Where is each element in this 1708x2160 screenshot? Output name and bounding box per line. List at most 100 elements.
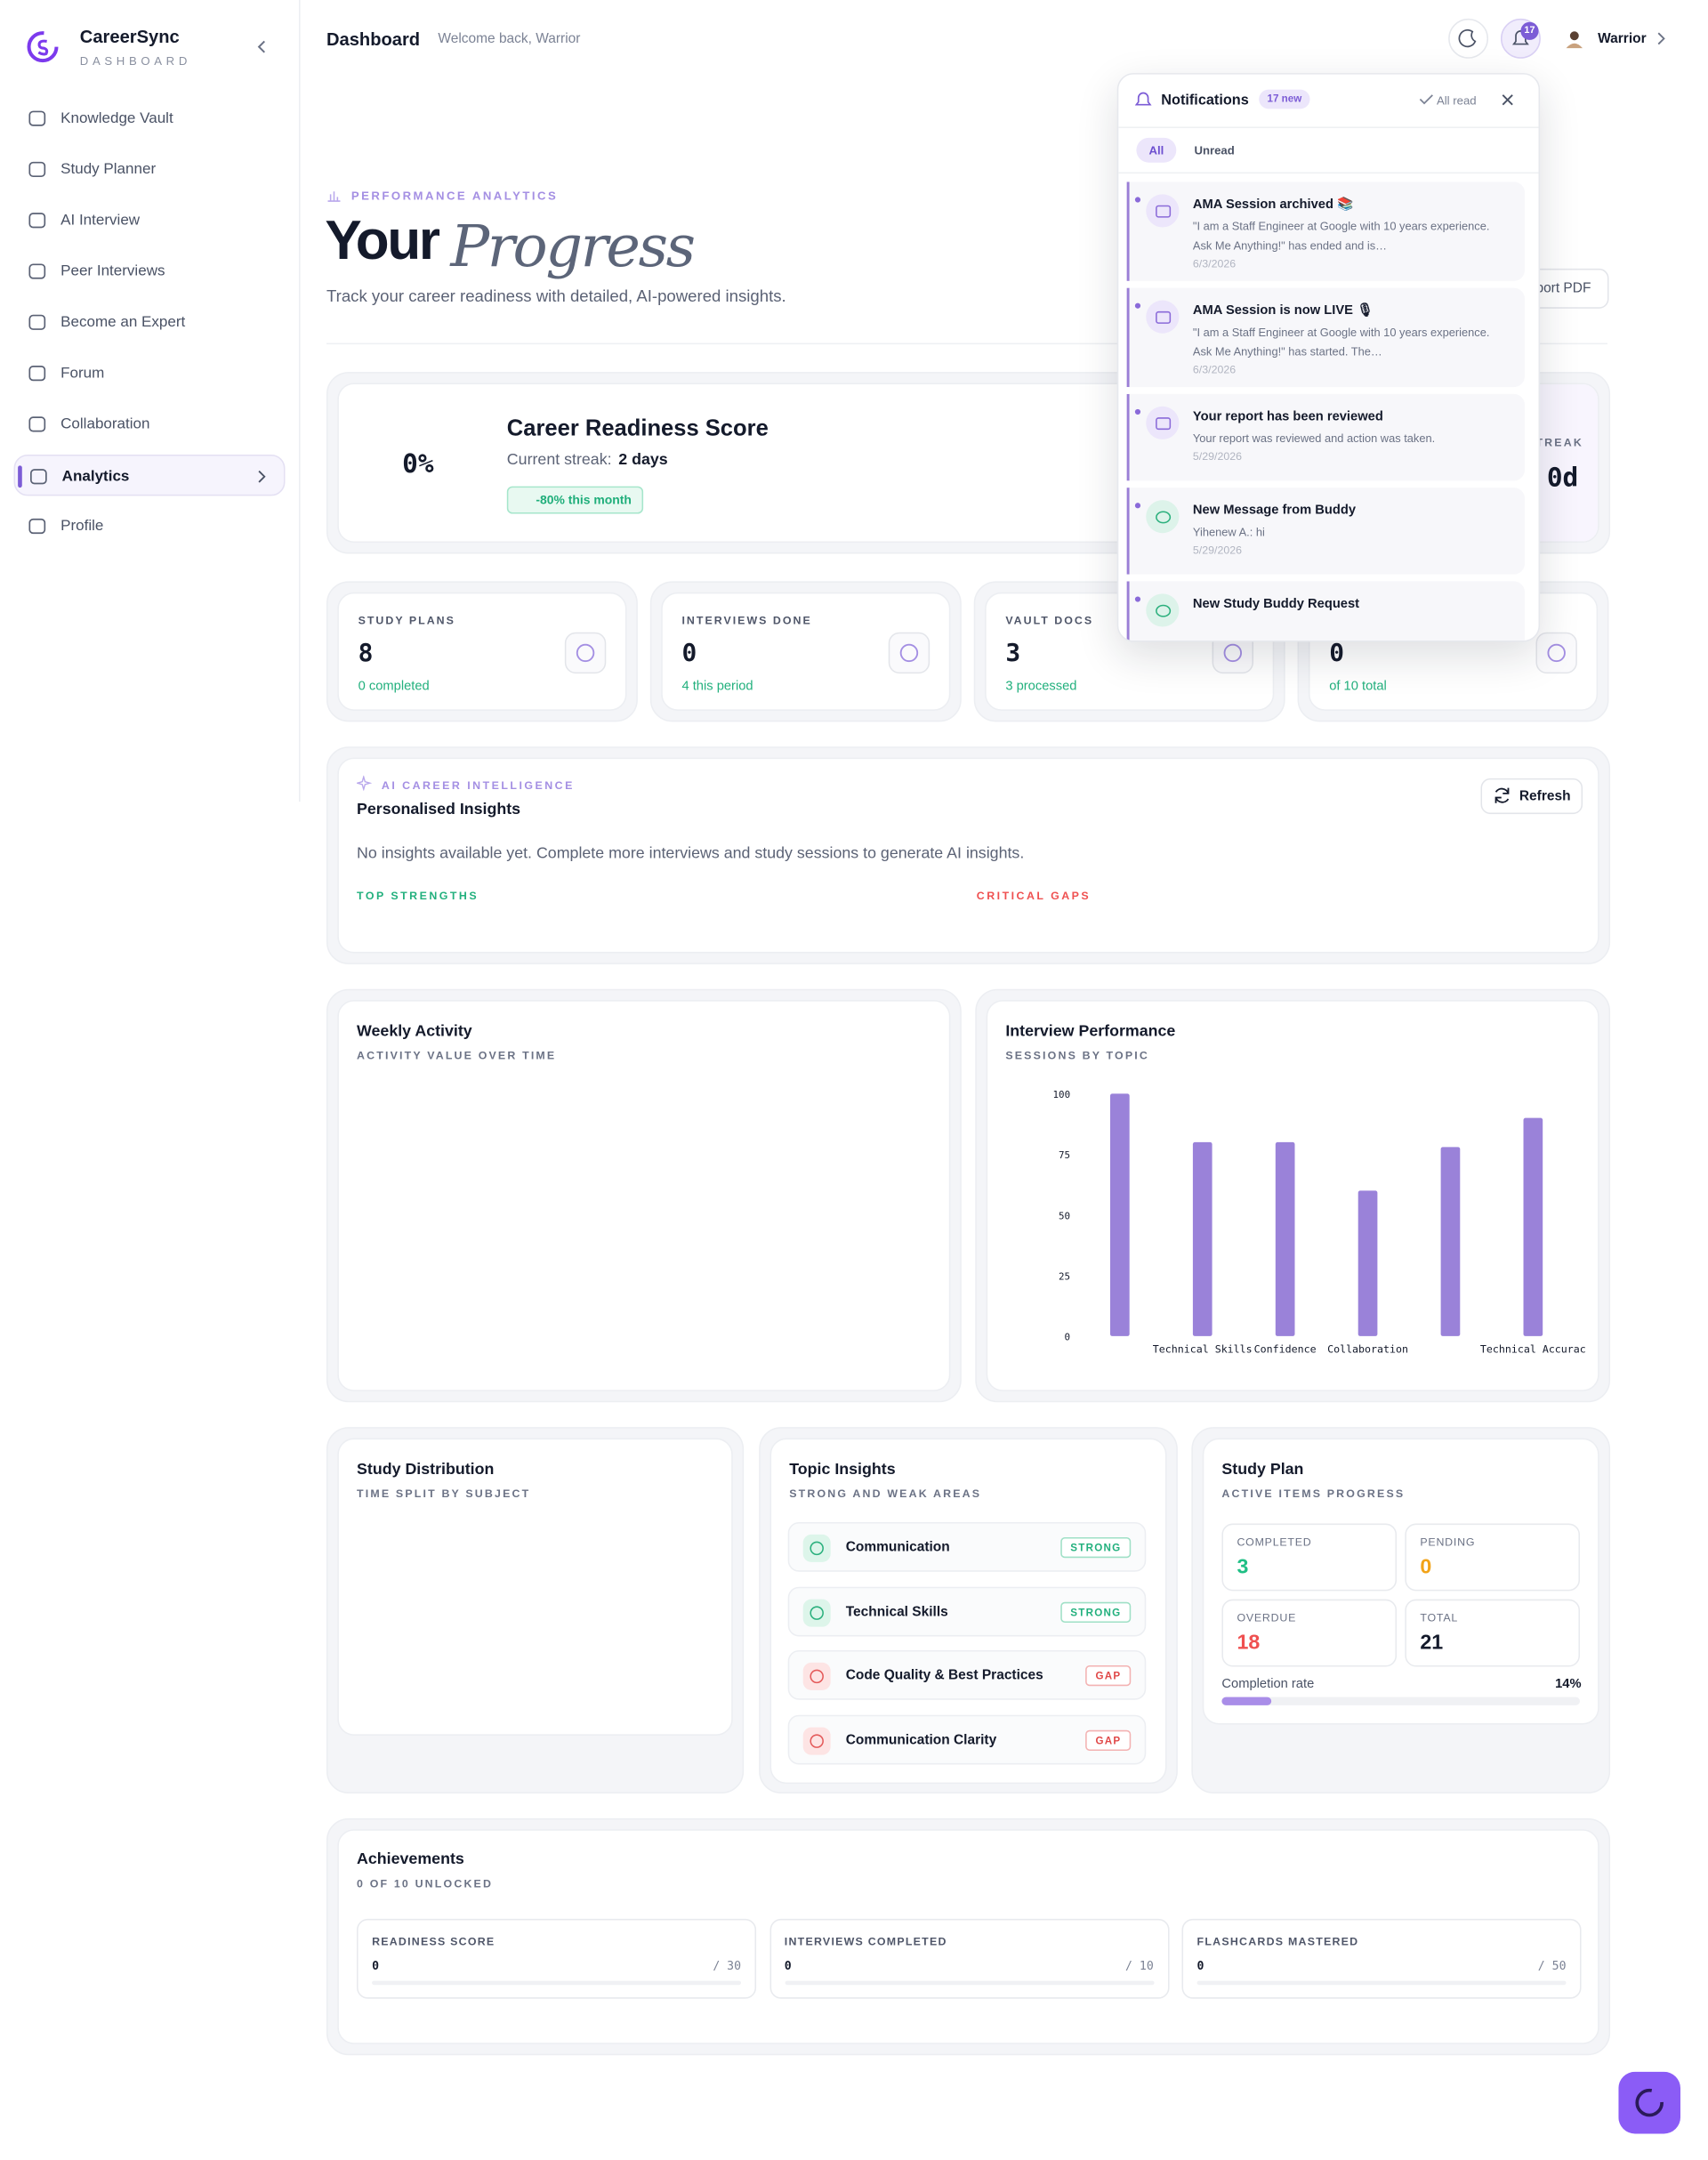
notification-date: 5/29/2026 <box>1192 544 1243 557</box>
weekly-card: Weekly Activity ACTIVITY VALUE OVER TIME <box>326 988 962 1403</box>
nav-icon-shape <box>28 213 46 229</box>
achievements-title: Achievements <box>357 1851 464 1868</box>
collapse-button[interactable] <box>254 38 270 55</box>
notifications-popup: Notifications 17 new All read All Unread… <box>1116 73 1541 642</box>
topic-row: Technical Skills STRONG <box>787 1586 1147 1636</box>
stat-icon <box>564 632 607 674</box>
user-name[interactable]: Warrior <box>1598 31 1647 47</box>
bar <box>1192 1141 1213 1336</box>
achievement: READINESS SCORE 0 / 30 <box>357 1918 757 1999</box>
weekly-subtitle: ACTIVITY VALUE OVER TIME <box>357 1049 557 1062</box>
nav-icon-shape <box>28 110 46 126</box>
y-tick-label: 50 <box>1059 1210 1070 1221</box>
notification-title: New Message from Buddy <box>1192 503 1356 519</box>
close-button[interactable] <box>1502 93 1514 106</box>
nav-item[interactable]: Become an Expert <box>13 302 285 343</box>
refresh-button[interactable]: Refresh <box>1480 778 1583 815</box>
achievements-card: Achievements 0 OF 10 UNLOCKED READINESS … <box>326 1817 1611 2056</box>
title-bold: Your <box>325 210 440 272</box>
notification[interactable]: New Message from Buddy Yihenew A.: hi 5/29… <box>1126 488 1526 575</box>
y-tick-label: 75 <box>1059 1149 1070 1161</box>
gaps-label: CRITICAL GAPS <box>976 890 1092 903</box>
brand-subtitle: DASHBOARD <box>79 53 191 68</box>
notification-title: New Study Buddy Request <box>1192 596 1360 612</box>
nav-icon-shape <box>28 263 46 279</box>
x-tick-label: Collaboration <box>1327 1343 1408 1356</box>
stat-icon-glyph <box>1547 643 1566 663</box>
notification-icon-shape <box>1156 205 1172 218</box>
topic-icon <box>802 1599 831 1627</box>
notification-icon-shape <box>1156 417 1172 431</box>
brand: CareerSync <box>79 26 180 47</box>
tab-all[interactable]: All <box>1136 137 1177 163</box>
nav-label: Study Planner <box>60 161 157 178</box>
popup-divider <box>1118 126 1539 128</box>
notification[interactable]: AMA Session archived 📚 "I am a Staff Engi… <box>1126 181 1526 281</box>
study-plan-panel: Study Plan ACTIVE ITEMS PROGRESS COMPLET… <box>1202 1438 1599 1725</box>
plan-box-label: COMPLETED <box>1237 1535 1312 1549</box>
achievement-label: READINESS SCORE <box>372 1935 495 1948</box>
notification[interactable]: Your report has been reviewed Your report… <box>1126 393 1526 481</box>
nav-item[interactable]: AI Interview <box>13 200 285 241</box>
achievement-label: INTERVIEWS COMPLETED <box>784 1935 947 1948</box>
notification-date: 5/29/2026 <box>1192 450 1243 463</box>
nav-item[interactable]: Peer Interviews <box>13 251 285 292</box>
distribution-panel: Study Distribution TIME SPLIT BY SUBJECT <box>337 1438 733 1736</box>
nav-icon-shape <box>28 416 46 432</box>
nav-label: Profile <box>60 518 104 535</box>
plan-box: OVERDUE 18 <box>1221 1599 1398 1667</box>
nav-item[interactable]: Collaboration <box>13 404 285 445</box>
nav-icon <box>28 161 46 178</box>
achievement: INTERVIEWS COMPLETED 0 / 10 <box>769 1918 1169 1999</box>
achievement-label: FLASHCARDS MASTERED <box>1196 1935 1359 1948</box>
achievements-subtitle: 0 OF 10 UNLOCKED <box>357 1877 494 1890</box>
topic-name: Technical Skills <box>845 1604 948 1620</box>
nav-icon-shape <box>29 469 47 485</box>
topics-title: Topic Insights <box>789 1461 896 1479</box>
avatar <box>1566 31 1583 49</box>
notification-icon-shape <box>1156 310 1172 324</box>
assistant-button[interactable] <box>1618 2071 1681 2134</box>
readiness-title: Career Readiness Score <box>506 415 769 441</box>
subtitle: Track your career readiness with detaile… <box>326 286 786 306</box>
notification-body: "I am a Staff Engineer at Google with 10… <box>1192 219 1490 253</box>
nav-icon-shape <box>28 518 46 535</box>
user-menu-chevron[interactable] <box>1655 32 1668 45</box>
topic-icon <box>802 1663 831 1691</box>
notification[interactable]: New Study Buddy Request <box>1126 581 1526 641</box>
topic-tag: STRONG <box>1060 1601 1132 1623</box>
weekly-panel: Weekly Activity ACTIVITY VALUE OVER TIME <box>337 1000 951 1391</box>
nav-item[interactable]: Study Planner <box>13 149 285 189</box>
stat-value: 0 <box>681 639 697 668</box>
nav-chevron <box>258 470 266 483</box>
unread-dot <box>1134 408 1141 415</box>
nav-item[interactable]: Analytics <box>13 454 286 496</box>
plan-box-value: 18 <box>1237 1631 1261 1655</box>
nav-icon-shape <box>28 161 46 178</box>
notification[interactable]: AMA Session is now LIVE 🎙 "I am a Staff E… <box>1126 287 1526 388</box>
bar-chart: 0 25 50 75 100 Technical Skills Confidence Coll… <box>1053 1089 1586 1356</box>
mark-all-read[interactable]: All read <box>1436 93 1477 108</box>
stat-value: 8 <box>358 639 374 668</box>
logo <box>27 31 59 63</box>
nav-item[interactable]: Knowledge Vault <box>13 98 285 139</box>
theme-toggle[interactable] <box>1447 18 1489 59</box>
nav-item[interactable]: Profile <box>13 505 285 546</box>
plan-box-label: TOTAL <box>1420 1611 1459 1624</box>
nav-label: Analytics <box>61 468 130 486</box>
unread-dot <box>1134 596 1141 602</box>
x-tick-label: Technical Skills <box>1153 1343 1253 1356</box>
plan-box-value: 0 <box>1420 1555 1432 1579</box>
y-tick-label: 0 <box>1065 1332 1071 1343</box>
stat-icon-glyph <box>576 643 595 663</box>
distribution-title: Study Distribution <box>357 1461 495 1479</box>
chart-title: Interview Performance <box>1005 1023 1176 1041</box>
plan-box: TOTAL 21 <box>1405 1599 1580 1667</box>
nav-item[interactable]: Forum <box>13 352 285 393</box>
topic-icon-shape <box>810 1541 824 1556</box>
stat-note: 3 processed <box>1005 679 1077 695</box>
plan-box: PENDING 0 <box>1405 1523 1580 1592</box>
tab-unread[interactable]: Unread <box>1194 143 1235 157</box>
study-plan-title: Study Plan <box>1221 1461 1304 1479</box>
